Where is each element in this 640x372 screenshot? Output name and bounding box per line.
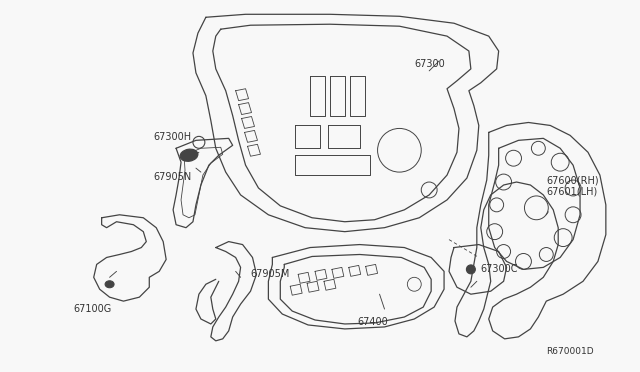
Text: 67400: 67400 [358, 317, 388, 327]
Text: 67600(RH): 67600(RH) [547, 175, 599, 185]
Text: 67905M: 67905M [250, 269, 290, 279]
Text: 67300H: 67300H [153, 132, 191, 142]
Ellipse shape [467, 265, 476, 274]
Text: 67905N: 67905N [153, 172, 191, 182]
Ellipse shape [180, 149, 198, 161]
Text: 67300C: 67300C [481, 264, 518, 275]
Text: 67601(LH): 67601(LH) [547, 186, 598, 196]
Text: 67300: 67300 [414, 59, 445, 69]
Text: 67100G: 67100G [74, 304, 112, 314]
Text: R670001D: R670001D [547, 347, 594, 356]
Ellipse shape [105, 281, 114, 288]
